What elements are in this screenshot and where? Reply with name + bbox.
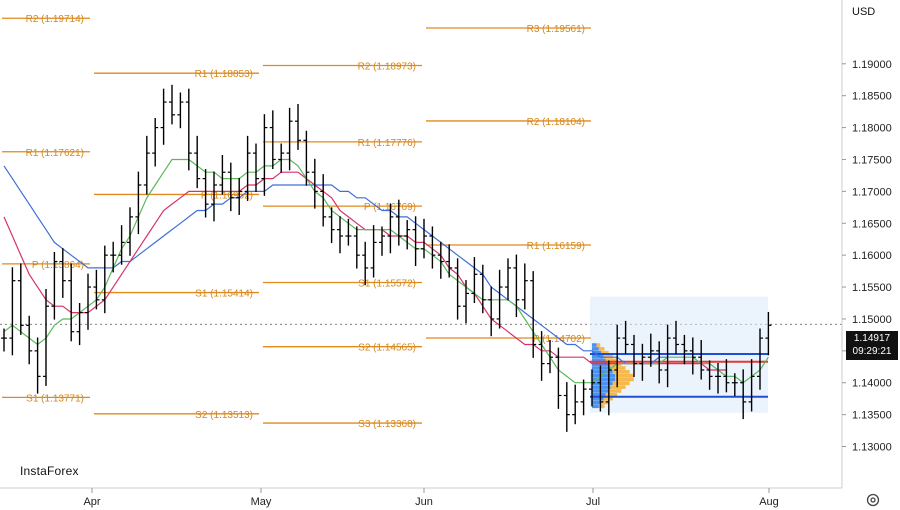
pivot-level-label: R3 (1.19561) [527,24,585,35]
y-tick-label: 1.18500 [852,91,892,103]
pivot-level-label: P (1.14702) [533,334,585,345]
volume-profile-bar [592,373,616,378]
y-tick-label: 1.18000 [852,123,892,135]
pivot-level-label: P (1.16952) [201,190,253,201]
y-tick-label: 1.15000 [852,314,892,326]
x-tick-label: Aug [759,496,779,508]
pivot-level-label: P (1.15864) [32,260,84,271]
pivot-level-label: R2 (1.19714) [26,14,84,25]
pivot-level-label: S1 (1.15572) [358,278,416,289]
last-price-tag: 1.14917 09:29:21 [846,331,898,360]
pivot-level-label: S1 (1.15414) [195,289,253,300]
y-tick-label: 1.13000 [852,442,892,454]
volume-profile-bar [615,373,634,378]
x-tick-label: Jun [415,496,433,508]
last-price-value: 1.14917 [853,333,891,344]
volume-profile-bar [592,393,606,397]
volume-profile-bar [592,350,602,355]
volume-profile-bar [596,343,601,347]
y-tick-label: 1.19000 [852,59,892,71]
pivot-level-label: R2 (1.18973) [358,62,416,73]
volume-profile-bar [592,381,613,386]
volume-profile-bar [592,343,597,347]
pivot-level-label: S1 (1.13771) [26,393,84,404]
volume-profile-bar [615,377,634,382]
bar-countdown: 09:29:21 [852,346,892,357]
y-tick-label: 1.17000 [852,186,892,198]
settings-gear-icon[interactable] [866,493,880,507]
volume-profile-bar [601,400,609,405]
y-tick-label: 1.14000 [852,378,892,390]
y-tick-label: 1.13500 [852,410,892,422]
pivot-level-label: R2 (1.18104) [527,117,585,128]
volume-profile-bar [605,393,618,397]
volume-profile-bar [592,400,602,405]
volume-profile-bar [592,404,599,409]
pivot-level-label: R1 (1.17776) [358,138,416,149]
volume-profile-bar [592,358,606,363]
pivot-level-label: R1 (1.18853) [195,69,253,80]
volume-profile-bar [598,404,605,409]
volume-profile-bar [592,377,616,382]
x-tick-label: Jul [586,496,600,508]
volume-profile-bar [592,366,611,370]
y-tick-label: 1.16500 [852,218,892,230]
currency-selector[interactable]: USD [846,3,898,21]
volume-profile-bar [598,347,605,351]
pivot-level-label: S3 (1.13368) [358,419,416,430]
volume-profile-bar [610,385,626,389]
y-tick-label: 1.15500 [852,282,892,294]
currency-label: USD [852,6,876,18]
volume-profile-bar [608,389,622,393]
volume-profile-bar [592,385,611,389]
volume-profile-bar [612,370,630,374]
broker-logo: InstaForex [20,464,79,478]
volume-profile-bar [612,381,630,386]
pivot-level-label: S2 (1.13513) [195,410,253,421]
x-tick-label: May [251,496,272,508]
price-bars-layer [1,84,772,432]
pivot-levels-layer: R2 (1.19714) R1 (1.17621) P (1.15864) S1 (1… [2,14,591,430]
volume-profile-bar [592,354,604,359]
pivot-level-label: R1 (1.16159) [527,241,585,252]
x-tick-label: Apr [83,496,100,508]
pivot-level-label: S2 (1.14565) [358,343,416,354]
volume-profile-bar [610,366,626,370]
volume-profile-bar [592,370,613,374]
pivot-level-label: R1 (1.17621) [26,148,84,159]
volume-profile-bar [603,354,613,359]
volume-profile-bar [605,358,618,363]
ma-slow-line [3,165,668,365]
y-tick-label: 1.17500 [852,154,892,166]
volume-profile-bar [592,396,604,401]
volume-profile-layer [590,296,768,413]
y-tick-label: 1.16000 [852,250,892,262]
volume-profile-bar [601,350,609,355]
volume-profile-bar [592,347,599,351]
